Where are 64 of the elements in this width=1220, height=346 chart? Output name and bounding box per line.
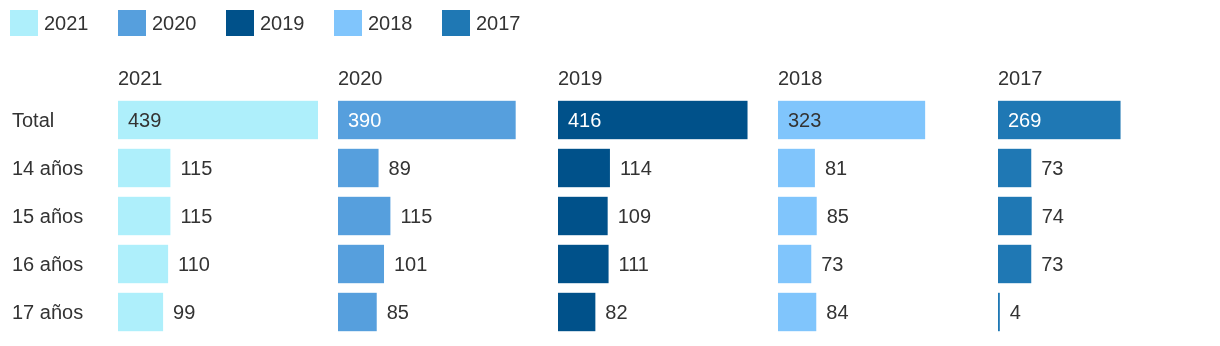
bar [998, 148, 1032, 188]
y-tick-label: 16 años [12, 253, 84, 275]
bar [558, 196, 608, 236]
data-label: 101 [394, 253, 428, 275]
bar [998, 196, 1032, 236]
y-tick-label: 14 años [12, 157, 84, 179]
data-label: 114 [619, 157, 652, 179]
legend-label: 2020 [152, 12, 197, 34]
data-label: 323 [788, 109, 822, 131]
data-label: 82 [605, 301, 628, 323]
bar [778, 100, 926, 140]
bar [338, 244, 385, 284]
bar [118, 148, 171, 188]
legend-label: 2021 [44, 12, 89, 34]
data-label: 390 [348, 109, 382, 131]
data-label: 269 [1008, 109, 1042, 131]
bar [338, 100, 516, 140]
bar [778, 196, 817, 236]
data-label: 85 [826, 205, 849, 227]
legend-label: 2017 [476, 12, 521, 34]
legend-label: 2019 [260, 12, 305, 34]
data-label: 73 [1041, 253, 1064, 275]
data-label: 84 [826, 301, 849, 323]
data-label: 109 [617, 205, 652, 227]
data-label: 115 [180, 157, 213, 179]
data-label: 74 [1041, 205, 1064, 227]
bar [778, 148, 815, 188]
data-label: 439 [128, 109, 162, 131]
chart-title: 2017 [998, 67, 1043, 89]
chart-title: 2020 [338, 67, 383, 89]
chart-title: 2021 [118, 67, 163, 89]
bar [118, 100, 318, 140]
bar [778, 244, 812, 284]
bar [778, 292, 817, 332]
data-label: 4 [1009, 301, 1021, 323]
chart-title: 2018 [778, 67, 823, 89]
data-label: 115 [180, 205, 213, 227]
bar [998, 100, 1121, 140]
y-tick-label: Total [12, 109, 55, 131]
data-label: 111 [618, 253, 649, 275]
bar [558, 292, 596, 332]
chart-title: 2019 [558, 67, 603, 89]
data-label: 99 [173, 301, 196, 323]
data-label: 416 [568, 109, 602, 131]
data-label: 85 [386, 301, 409, 323]
bar [118, 196, 171, 236]
bar [338, 148, 379, 188]
bar [558, 148, 610, 188]
data-label: 73 [1041, 157, 1064, 179]
data-label: 89 [388, 157, 411, 179]
y-tick-label: 17 años [12, 301, 84, 323]
bar [118, 244, 169, 284]
legend-label: 2018 [368, 12, 413, 34]
data-label: 81 [824, 157, 848, 179]
data-label: 73 [821, 253, 844, 275]
bar [558, 100, 748, 140]
bar [558, 244, 609, 284]
bar [998, 244, 1032, 284]
bar [338, 196, 391, 236]
bar [118, 292, 164, 332]
y-tick-label: 15 años [12, 205, 84, 227]
data-label: 110 [178, 253, 210, 275]
data-label: 115 [400, 205, 433, 227]
bar [338, 292, 377, 332]
